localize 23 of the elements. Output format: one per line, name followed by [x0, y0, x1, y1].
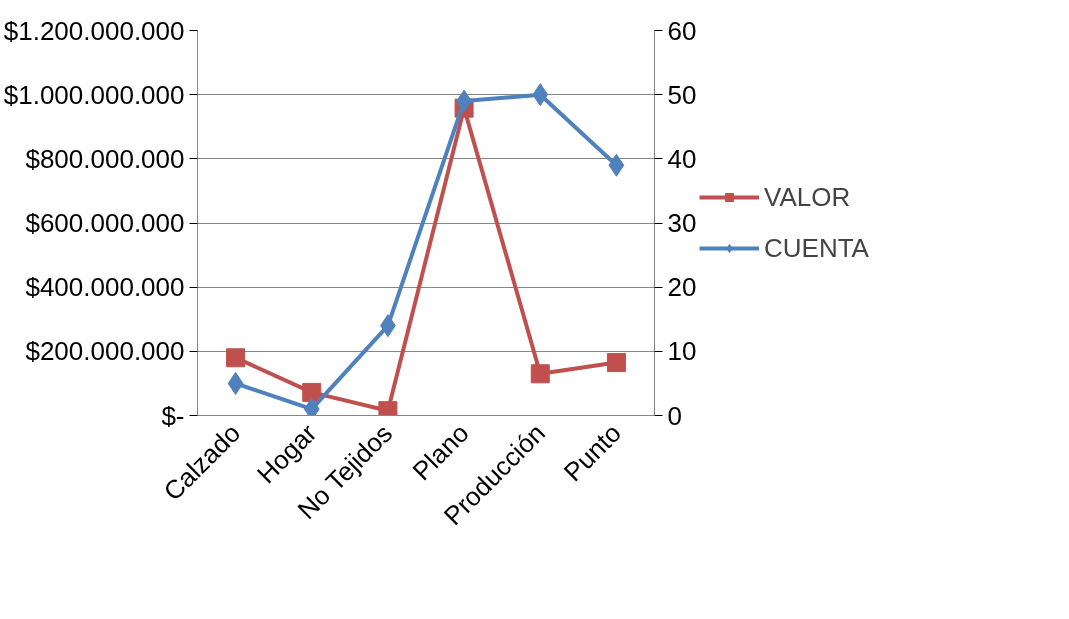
legend-label: CUENTA — [764, 232, 869, 264]
legend-label: VALOR — [764, 181, 851, 213]
point — [606, 353, 626, 373]
point — [530, 364, 550, 384]
point — [302, 382, 322, 402]
y-tick-label: $600.000.000 — [25, 208, 185, 238]
point — [226, 348, 246, 368]
y2-tick-label: 0 — [667, 400, 682, 431]
y-tick-label: $200.000.000 — [25, 336, 185, 367]
point — [608, 153, 625, 177]
y2-tick-label: 10 — [667, 336, 697, 367]
y-tick-label: $800.000.000 — [25, 143, 185, 174]
y2-tick-label: 60 — [667, 15, 697, 46]
y-tick-label: $1.000.000.000 — [3, 79, 185, 110]
y-tick-label: $1.200.000.000 — [3, 15, 185, 46]
y-tick-label: $400.000.000 — [25, 272, 185, 303]
y2-tick-label: 20 — [667, 272, 697, 303]
y2-tick-label: 40 — [667, 143, 697, 174]
point — [532, 83, 549, 107]
point — [227, 371, 244, 395]
y-tick-label: $- — [161, 400, 185, 431]
y2-tick-label: 30 — [667, 208, 697, 238]
y2-tick-label: 50 — [667, 79, 697, 110]
